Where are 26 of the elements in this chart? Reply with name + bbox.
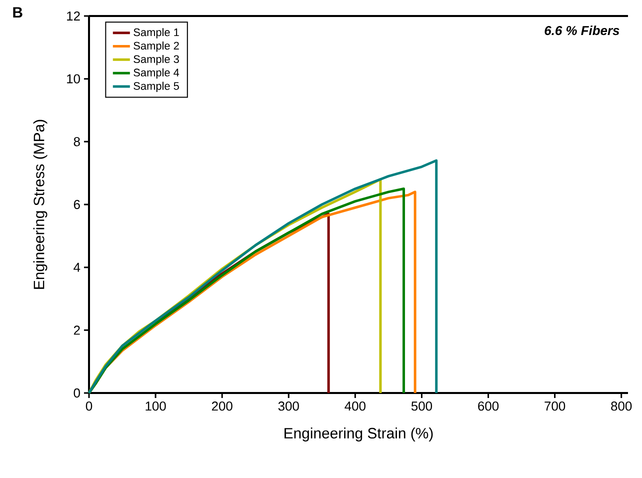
line-series: [88, 159, 438, 394]
text: B: [13, 7, 22, 18]
legend-label: Sample 5: [134, 82, 179, 92]
y-tick-label: 8: [74, 137, 80, 146]
x-tick-label: 500: [411, 402, 432, 411]
x-tick-label: 800: [611, 402, 632, 411]
y-tick-label: 4: [74, 262, 80, 272]
y-tick-label: 12: [67, 11, 80, 21]
x-tick-label: 200: [212, 402, 232, 411]
x-tick-label: 100: [146, 402, 166, 411]
legend-label: Sample 4: [134, 68, 180, 79]
legend-label: Sample 3: [134, 54, 179, 66]
y-tick-label: 10: [67, 74, 80, 84]
y-tick-label: 2: [74, 326, 80, 335]
x-tick-label: 600: [478, 402, 499, 411]
y-axis-title: Engineering Stress (MPa): [33, 120, 48, 289]
legend-label: Sample 2: [134, 42, 179, 52]
x-tick-label: 0: [86, 402, 92, 411]
annotation: 6.6 % Fibers: [544, 26, 620, 36]
x-tick-label: 400: [344, 402, 366, 411]
legend-label: Sample 1: [134, 28, 179, 38]
x-tick-label: 700: [544, 402, 566, 411]
y-tick-label: 0: [74, 388, 80, 398]
y-tick-label: 6: [74, 200, 80, 210]
x-tick-label: 300: [278, 402, 299, 411]
x-axis-title: Engineering Strain (%): [284, 428, 433, 442]
